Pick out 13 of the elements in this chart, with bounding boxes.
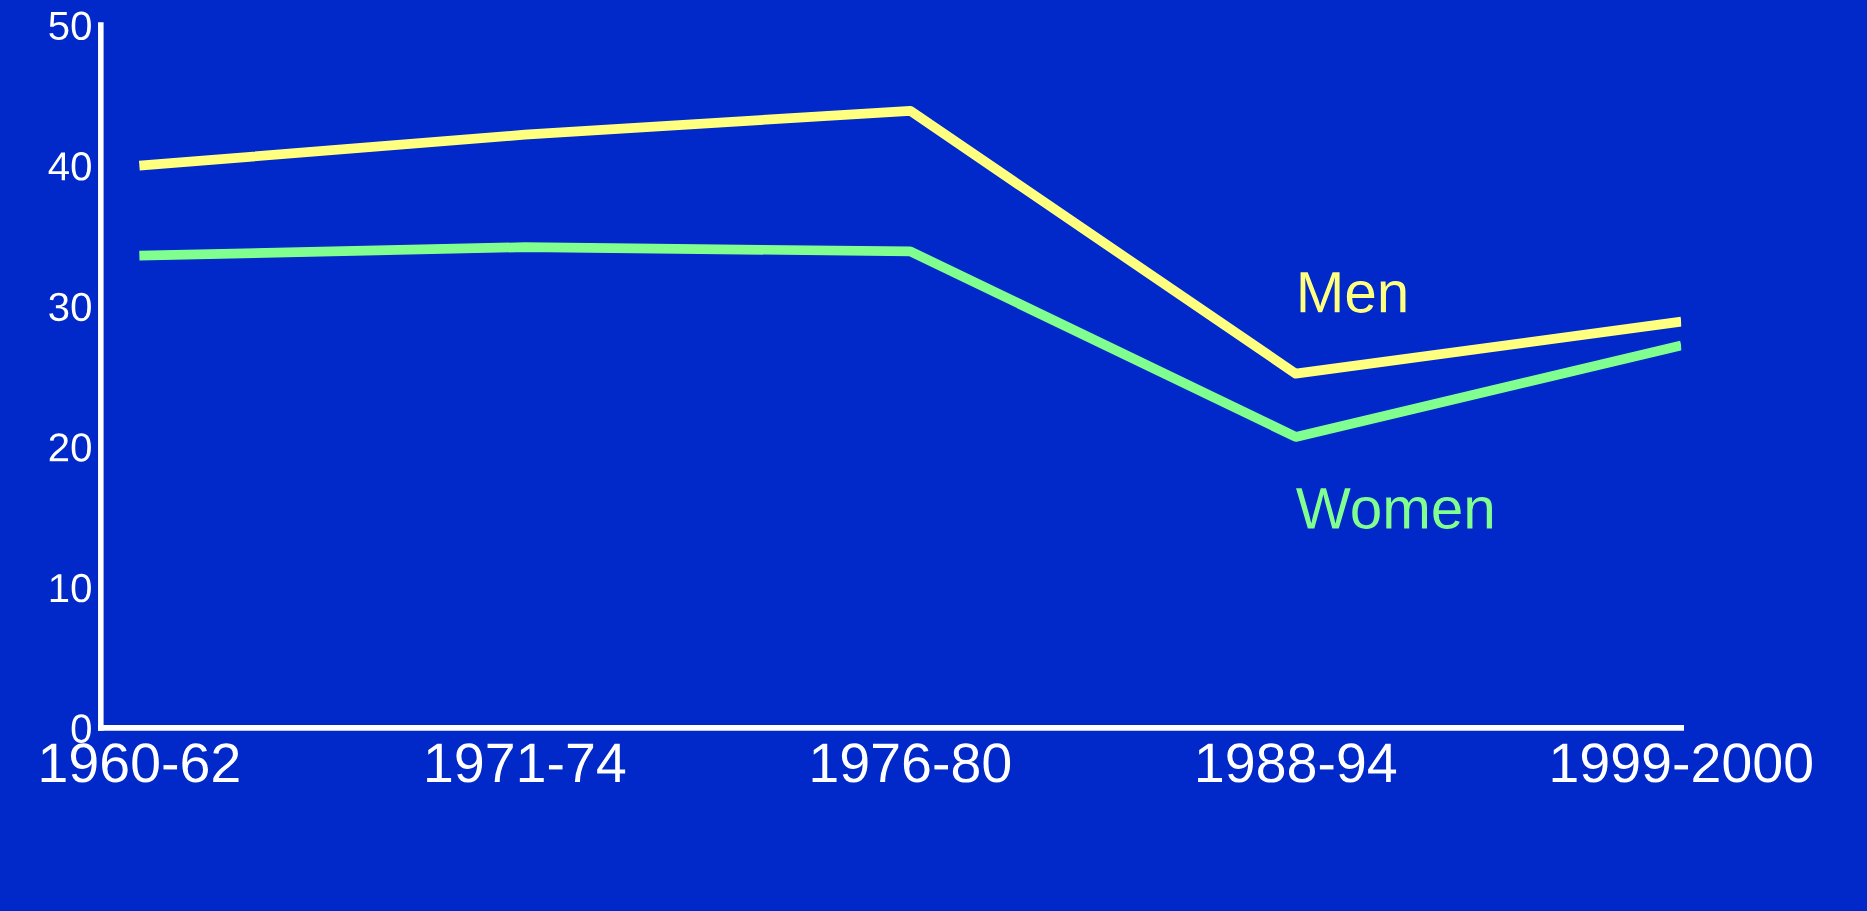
y-tick-label: 50 bbox=[49, 11, 91, 41]
series-label: Men bbox=[1300, 272, 1406, 313]
y-tick-label: 10 bbox=[50, 573, 91, 603]
y-tick-label: 20 bbox=[49, 433, 91, 462]
x-tick-label: 1999-2000 bbox=[1552, 743, 1812, 783]
y-tick-label: 30 bbox=[49, 292, 91, 322]
series-label: Women bbox=[1296, 488, 1492, 529]
y-tick-label: 40 bbox=[48, 152, 91, 181]
x-tick-label: 1976-80 bbox=[812, 743, 1011, 783]
y-tick-label: 0 bbox=[71, 714, 91, 743]
x-tick-label: 1971-74 bbox=[427, 743, 626, 783]
x-tick-label: 1960-62 bbox=[41, 743, 239, 783]
x-tick-label: 1988-94 bbox=[1198, 743, 1397, 783]
